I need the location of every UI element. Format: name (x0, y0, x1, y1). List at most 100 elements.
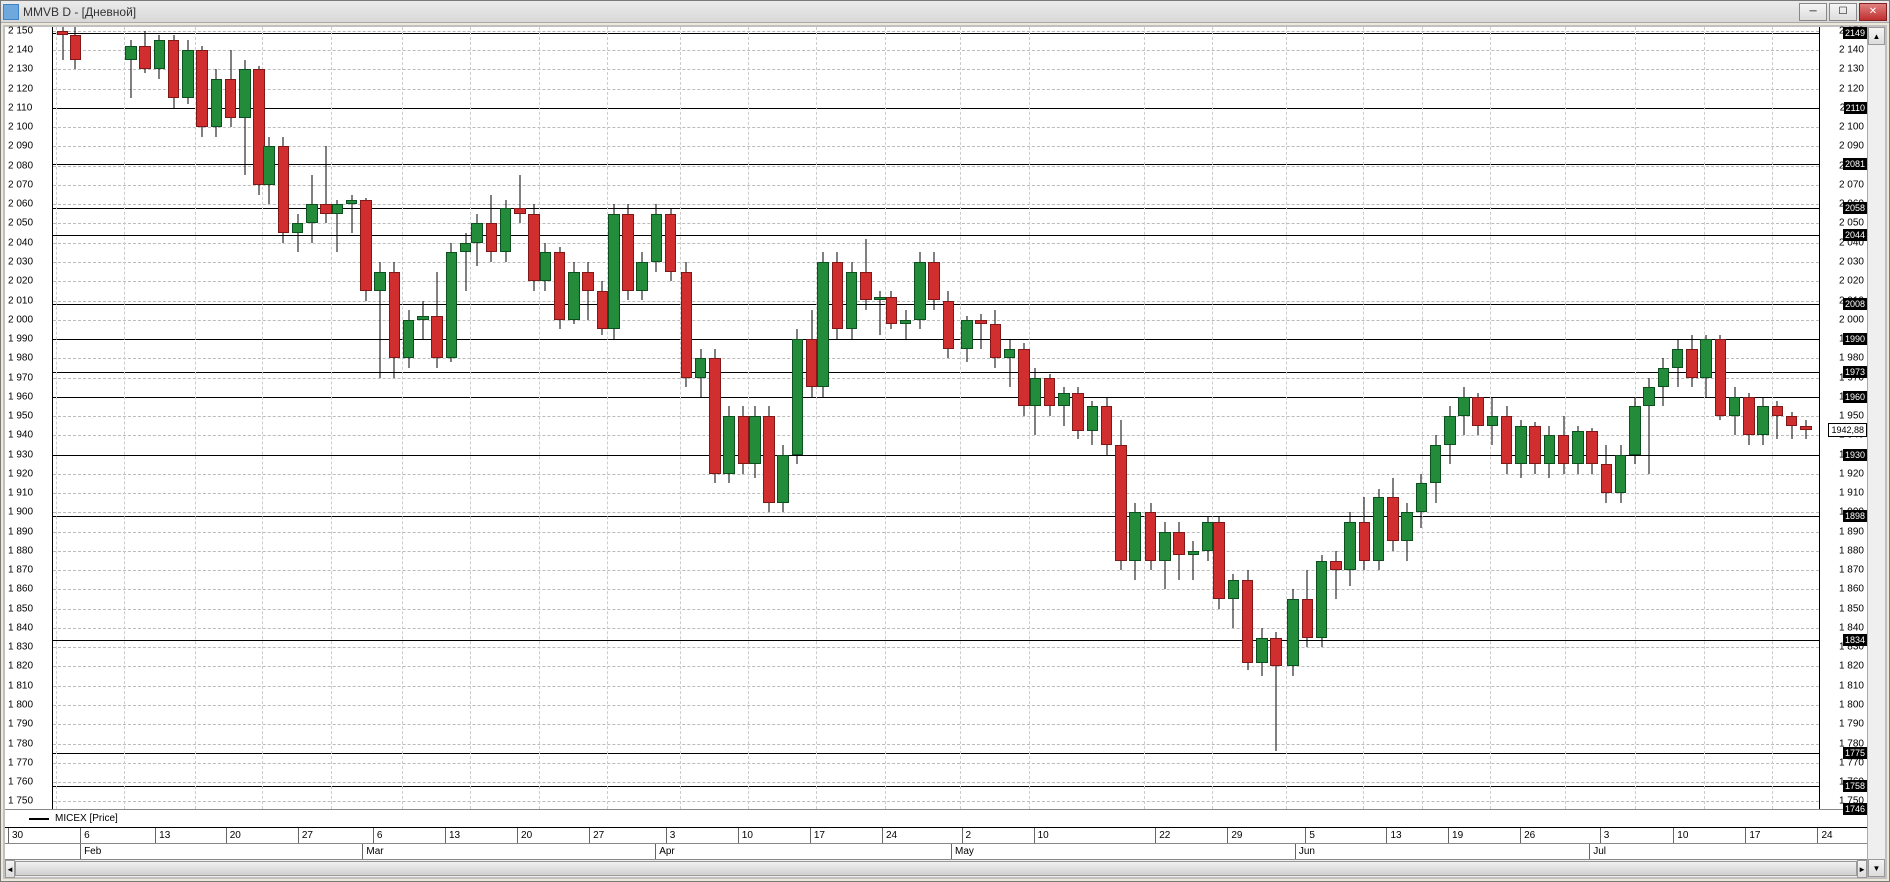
close-button[interactable]: ✕ (1859, 3, 1887, 21)
candle (1571, 426, 1585, 474)
y-tick-label: 1 890 (8, 526, 33, 537)
candle (1699, 335, 1713, 397)
gridline-v (885, 27, 886, 809)
candle (989, 310, 1003, 368)
gridline-v (1422, 27, 1423, 809)
candle (1500, 406, 1514, 473)
gridline-v (331, 27, 332, 809)
candle (305, 175, 319, 242)
y-tick-label: 1 920 (1839, 468, 1864, 479)
candle (621, 204, 635, 300)
gridline-v (1704, 27, 1705, 809)
x-tick-month: May (951, 844, 974, 859)
candle (913, 252, 927, 329)
scroll-h-track[interactable] (15, 860, 1857, 877)
candle (899, 310, 913, 339)
scroll-up-button[interactable]: ▲ (1868, 27, 1885, 45)
x-axis-days: 3061320276132027310172421022295131926310… (5, 828, 1867, 844)
gridline-h (53, 320, 1819, 321)
candle (680, 262, 694, 387)
y-tick-label: 1 820 (1839, 661, 1864, 672)
y-tick-label: 1 870 (1839, 565, 1864, 576)
x-tick-day: 20 (226, 828, 241, 843)
window-title: MMVB D - [Дневной] (23, 5, 1799, 19)
candle (960, 316, 974, 362)
gridline-v (960, 27, 961, 809)
candle (388, 262, 402, 378)
scroll-down-button[interactable]: ▼ (1868, 859, 1885, 877)
minimize-button[interactable]: ─ (1799, 3, 1827, 21)
y-tick-label: 2 020 (8, 276, 33, 287)
candle (345, 195, 359, 234)
candle (1785, 412, 1799, 439)
candle (1172, 522, 1186, 580)
chart-main: 1 7501 7601 7701 7801 7901 8001 8101 820… (5, 27, 1867, 809)
x-tick-day: 10 (1673, 828, 1688, 843)
x-tick-day: 27 (589, 828, 604, 843)
gridline-h (53, 801, 1819, 802)
plot-area[interactable] (53, 27, 1819, 809)
candle (1329, 551, 1343, 599)
candle (791, 329, 805, 464)
y-tick-label: 2 060 (8, 199, 33, 210)
candle (195, 46, 209, 137)
x-tick-day: 27 (298, 828, 313, 843)
y-tick-label: 2 090 (8, 141, 33, 152)
scroll-right-button[interactable]: ► (1857, 860, 1867, 878)
candle (416, 301, 430, 340)
candle (1269, 632, 1283, 751)
price-level-label: 1960 (1843, 391, 1867, 403)
y-axis-left: 1 7501 7601 7701 7801 7901 8001 8101 820… (5, 27, 53, 809)
y-tick-label: 1 900 (8, 507, 33, 518)
candle (56, 27, 70, 60)
y-tick-label: 2 070 (1839, 179, 1864, 190)
gridline-h (53, 89, 1819, 90)
candle (1071, 387, 1085, 439)
candle (859, 239, 873, 310)
price-level-line (53, 339, 1819, 340)
scroll-h-thumb[interactable] (15, 861, 1857, 876)
y-tick-label: 1 960 (8, 391, 33, 402)
x-tick-month: Feb (80, 844, 101, 859)
candle (1029, 368, 1043, 435)
candle (1212, 516, 1226, 608)
price-level-label: 2149 (1843, 27, 1867, 39)
scroll-left-button[interactable]: ◄ (5, 860, 15, 878)
gridline-v (1212, 27, 1213, 809)
scroll-v-track[interactable] (1868, 45, 1885, 859)
y-tick-label: 2 090 (1839, 141, 1864, 152)
price-level-label: 2058 (1843, 202, 1867, 214)
titlebar[interactable]: MMVB D - [Дневной] ─ ☐ ✕ (1, 1, 1889, 23)
candle (1415, 474, 1429, 528)
x-tick-day: 19 (1448, 828, 1463, 843)
current-price-label: 1942,88 (1828, 423, 1867, 437)
gridline-h (53, 378, 1819, 379)
maximize-button[interactable]: ☐ (1829, 3, 1857, 21)
y-tick-label: 2 050 (8, 218, 33, 229)
x-tick-day: 5 (1305, 828, 1315, 843)
candle (238, 60, 252, 176)
candle (927, 252, 941, 310)
price-level-label: 2081 (1843, 158, 1867, 170)
x-tick-day: 13 (155, 828, 170, 843)
candle (1685, 335, 1699, 387)
scrollbar-vertical[interactable]: ▲ ▼ (1867, 27, 1885, 877)
candle (1187, 541, 1201, 580)
y-tick-label: 1 770 (8, 757, 33, 768)
x-tick-day: 30 (8, 828, 23, 843)
window-controls: ─ ☐ ✕ (1799, 3, 1887, 21)
y-tick-label: 1 860 (1839, 584, 1864, 595)
y-tick-label: 1 850 (8, 603, 33, 614)
x-tick-day: 6 (373, 828, 383, 843)
y-tick-label: 2 010 (8, 295, 33, 306)
candle (650, 204, 664, 271)
candle (402, 310, 416, 368)
y-tick-label: 1 840 (8, 622, 33, 633)
candle (1128, 503, 1142, 580)
y-tick-label: 1 950 (1839, 411, 1864, 422)
candle (69, 27, 83, 69)
x-tick-month: Mar (362, 844, 383, 859)
candle (1714, 335, 1728, 420)
y-tick-label: 1 910 (8, 488, 33, 499)
scrollbar-horizontal[interactable]: ◄ ► (5, 859, 1867, 877)
